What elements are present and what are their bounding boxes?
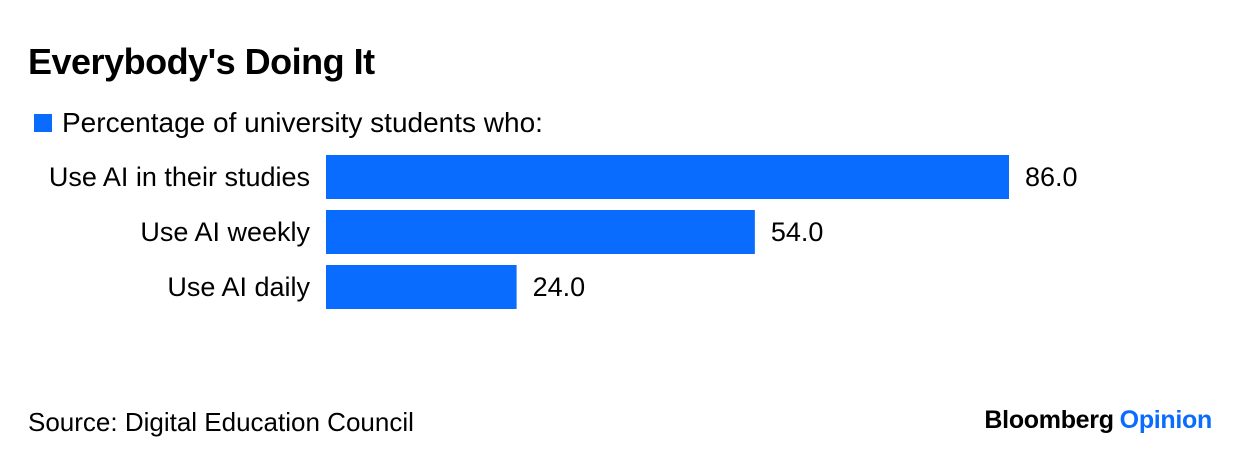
category-label-3: Use AI daily (167, 272, 310, 302)
category-label-2: Use AI weekly (140, 217, 310, 247)
bar-3 (326, 265, 517, 309)
value-label-2: 54.0 (771, 217, 824, 247)
bar-2 (326, 210, 755, 254)
value-label-3: 24.0 (533, 272, 586, 302)
bar-1 (326, 155, 1009, 199)
chart-title: Everybody's Doing It (28, 41, 375, 82)
legend-label: Percentage of university students who: (62, 107, 543, 138)
brand-section: Opinion (1119, 406, 1213, 434)
brand-logo: Bloomberg Opinion (984, 402, 1212, 438)
legend-swatch (34, 114, 52, 132)
source-note: Source: Digital Education Council (28, 407, 414, 437)
chart-legend: Percentage of university students who: (34, 106, 543, 140)
value-label-1: 86.0 (1025, 162, 1078, 192)
category-label-1: Use AI in their studies (49, 162, 310, 192)
brand-name: Bloomberg (984, 406, 1114, 434)
